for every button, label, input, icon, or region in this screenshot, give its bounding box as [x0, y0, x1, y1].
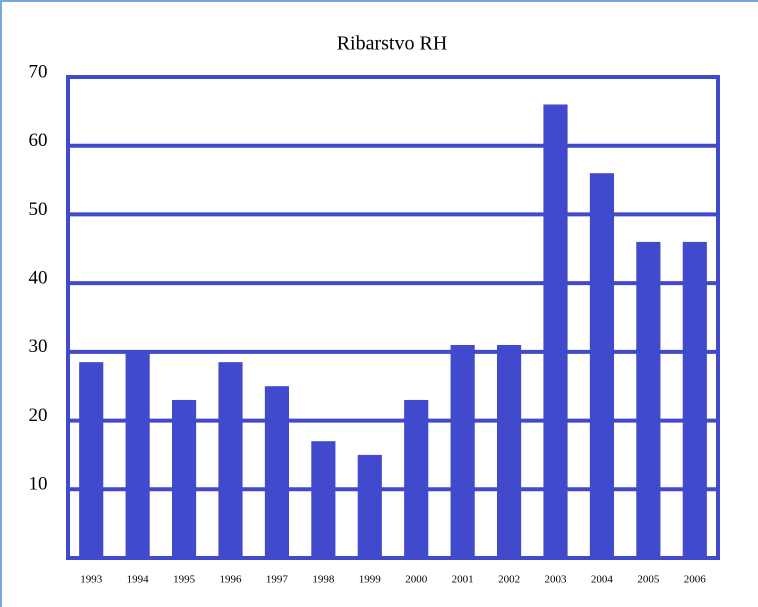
bar [450, 344, 475, 558]
plot-frame [66, 75, 720, 560]
bar [497, 344, 522, 558]
y-tick-label: 40 [29, 268, 48, 289]
bar [636, 241, 661, 558]
bar [172, 399, 197, 558]
x-tick-label: 2001 [452, 574, 474, 586]
bar [543, 104, 568, 558]
bar [404, 399, 429, 558]
bar [125, 351, 150, 558]
bar [589, 173, 614, 558]
bar [264, 386, 289, 558]
y-tick-label: 70 [29, 61, 48, 82]
y-tick-label: 20 [29, 405, 48, 426]
x-tick-label: 1994 [127, 574, 150, 586]
x-tick-label: 2005 [637, 574, 660, 586]
bar [682, 241, 707, 558]
y-tick-label: 10 [29, 474, 48, 495]
y-tick-label: 30 [29, 336, 48, 357]
x-tick-label: 1993 [80, 574, 103, 586]
bar [218, 362, 243, 558]
x-tick-label: 1998 [312, 574, 335, 586]
x-tick-label: 2006 [684, 574, 707, 586]
x-tick-label: 2000 [405, 574, 428, 586]
x-tick-label: 1995 [173, 574, 196, 586]
chart-title: Ribarstvo RH [337, 33, 448, 55]
x-tick-label: 1996 [220, 574, 243, 586]
y-tick-label: 60 [29, 130, 48, 151]
x-tick-label: 1999 [359, 574, 382, 586]
x-tick-label: 2003 [545, 574, 568, 586]
bar [311, 441, 336, 558]
x-tick-label: 1997 [266, 574, 289, 586]
bar [357, 454, 382, 558]
x-tick-label: 2004 [591, 574, 614, 586]
y-tick-label: 50 [29, 199, 48, 220]
x-tick-label: 2002 [498, 574, 520, 586]
bar [79, 362, 104, 558]
